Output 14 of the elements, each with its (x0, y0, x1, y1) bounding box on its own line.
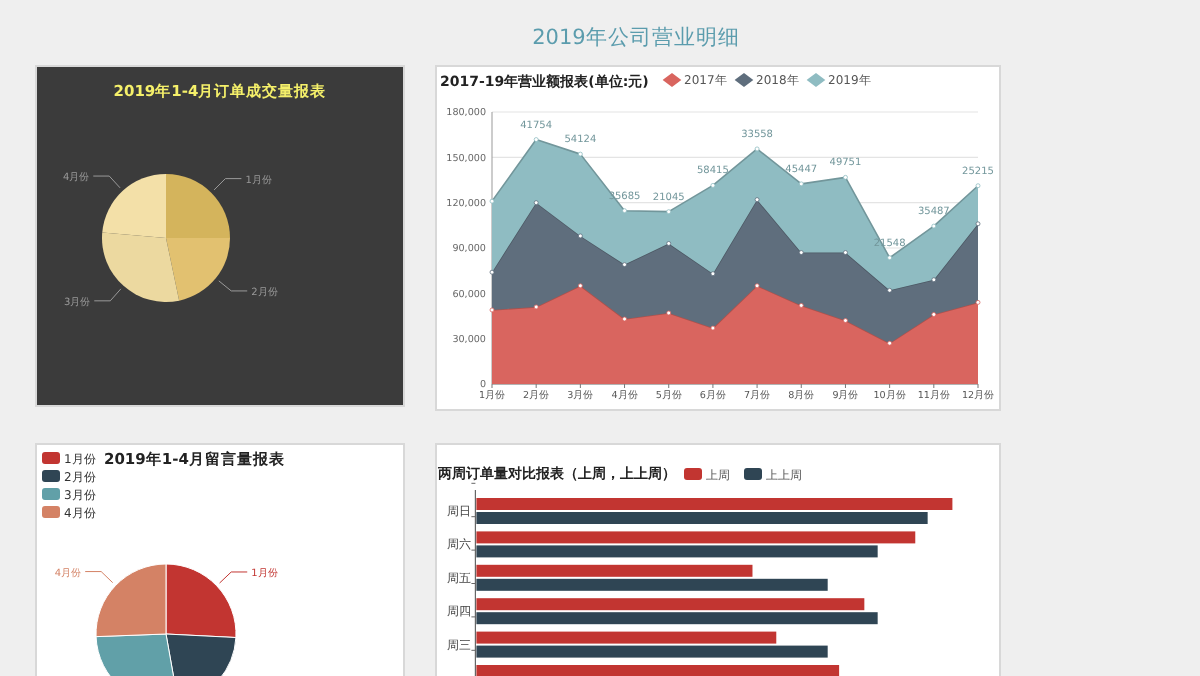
pie-slice (166, 174, 230, 238)
bar (476, 645, 828, 658)
bar (476, 578, 828, 591)
bar (476, 612, 878, 625)
bar (476, 598, 865, 611)
bar (476, 545, 878, 558)
bar (476, 531, 916, 544)
bar (476, 498, 953, 510)
bar (476, 512, 928, 524)
bar (476, 665, 840, 676)
text: 2019年公司营业明细 (532, 24, 740, 50)
bar (476, 564, 753, 577)
bar (476, 631, 777, 644)
pie-slice (166, 238, 230, 301)
